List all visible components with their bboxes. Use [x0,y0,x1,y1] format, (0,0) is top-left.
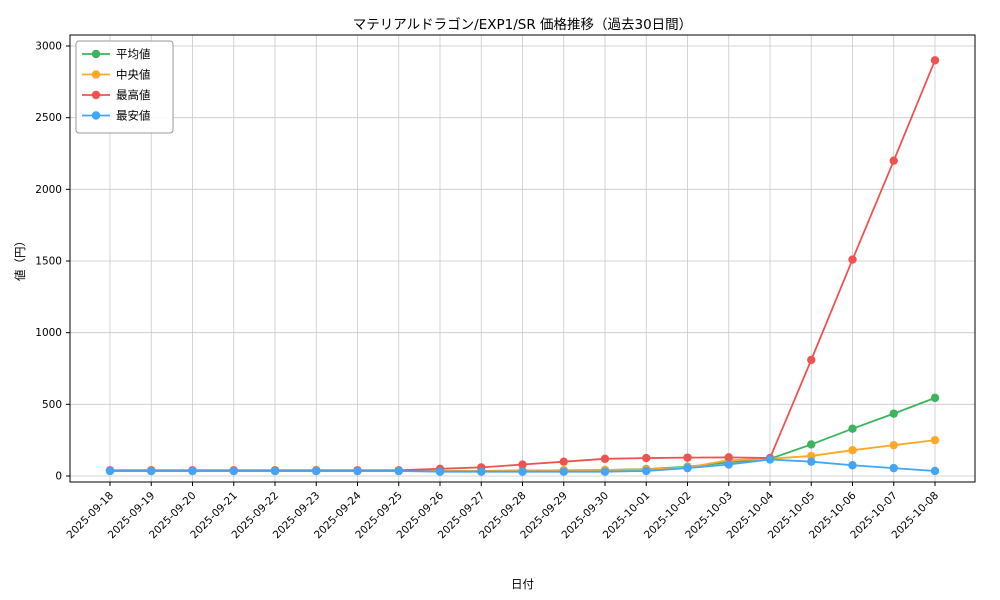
data-point [724,460,733,469]
data-point [724,453,733,462]
legend-label: 平均値 [116,47,151,61]
data-point [683,463,692,473]
data-point [600,467,610,476]
data-point [889,463,898,473]
legend-label: 最安値 [116,109,151,123]
y-tick-label: 1500 [35,256,62,268]
legend-marker [91,49,101,59]
data-point [848,424,857,433]
grid-lines [70,35,975,482]
data-point [105,466,115,476]
data-point [394,466,403,476]
data-point [270,466,280,476]
data-point [765,455,775,464]
data-point [848,446,857,455]
series-最安値 [105,455,940,476]
data-point [642,453,651,463]
y-tick-label: 3000 [35,41,62,53]
data-point [518,467,527,476]
data-point [930,466,940,476]
y-tick-label: 0 [55,471,62,483]
data-point [807,440,816,449]
legend-marker [91,111,101,120]
data-point [930,393,940,403]
data-point [229,466,238,476]
legend-marker [91,90,101,100]
data-point [889,440,898,450]
data-point [353,466,362,476]
data-point [683,453,692,462]
data-point [518,460,527,469]
data-point [147,466,156,476]
y-tick-label: 500 [42,399,62,411]
data-point [848,255,857,264]
x-axis-label: 日付 [511,577,534,591]
y-tick-label: 2500 [35,112,62,124]
data-point [930,56,940,65]
data-point [889,409,898,418]
data-point [600,454,610,463]
data-point [559,457,568,466]
data-point [889,156,898,165]
y-tick-label: 1000 [35,327,62,339]
legend-box [75,40,174,134]
legend-label: 中央値 [116,68,151,82]
data-point [642,466,651,476]
chart-title: マテリアルドラゴン/EXP1/SR 価格推移（過去30日間） [352,17,693,33]
data-point [930,435,940,445]
y-tick-label: 2000 [35,184,62,196]
legend-marker [91,70,101,79]
data-point [848,461,857,470]
data-point [435,467,445,476]
data-point [477,467,486,476]
data-point [807,355,816,365]
data-point [807,457,816,466]
data-point [188,466,197,476]
data-point [312,466,321,476]
data-point [559,467,568,476]
y-axis-label: 値（円） [13,235,27,281]
legend-label: 最高値 [116,88,151,102]
